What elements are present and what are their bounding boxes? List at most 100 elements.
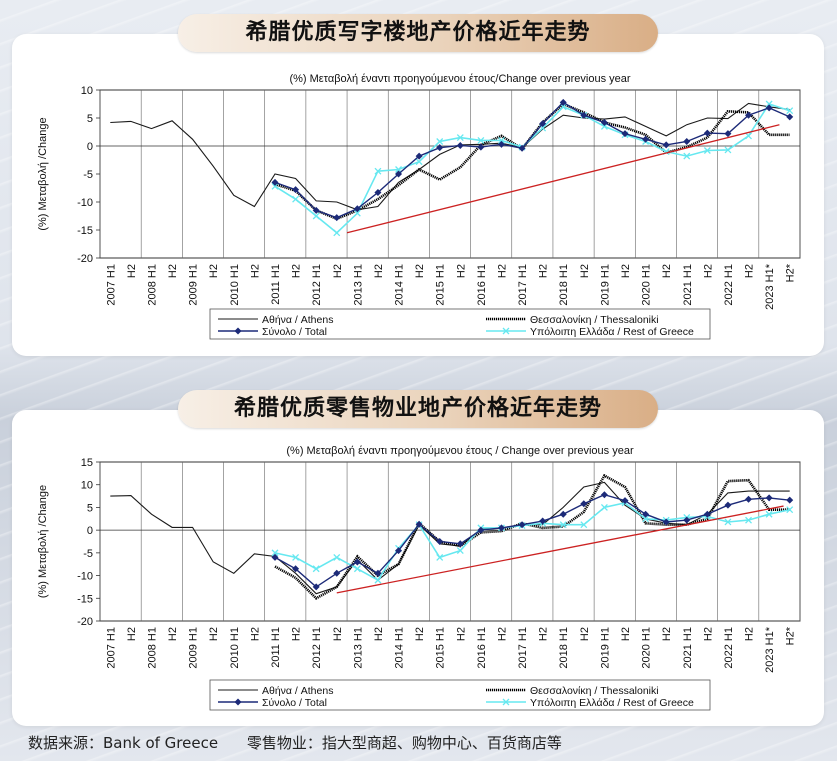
y-tick-label: 0: [87, 141, 93, 153]
x-tick-label: 2017 H1: [517, 264, 529, 306]
rest-marker: [498, 136, 505, 144]
x-tick-label: H2: [496, 627, 508, 641]
plot-frame: [99, 461, 801, 622]
retail-chart-panel: [12, 410, 824, 726]
x-tick-label: 2022 H1: [723, 264, 735, 306]
x-tick-label: 2007 H1: [105, 264, 117, 306]
x-tick-label: 2008 H1: [146, 264, 158, 306]
x-tick-label: H2: [208, 264, 220, 278]
legend-box: [209, 308, 711, 340]
rest-marker: [642, 515, 650, 523]
x-tick-label: 2014 H1: [394, 264, 406, 306]
rest-marker: [436, 553, 444, 561]
total-marker: [745, 111, 753, 119]
x-tick-label: 2019 H1: [599, 627, 611, 669]
legend-label-rest: Υπόλοιπη Ελλάδα / Rest of Greece: [530, 326, 694, 338]
x-tick-label: H2: [702, 627, 714, 641]
retail-definition-note: 零售物业：指大型商超、购物中心、百货商店等: [246, 734, 562, 752]
x-tick-label: 2021 H1: [682, 264, 694, 306]
x-tick-label: H2: [744, 264, 756, 278]
x-tick-label: H2: [167, 627, 179, 641]
rest-marker: [559, 521, 567, 529]
rest-marker: [456, 547, 464, 555]
total-marker: [724, 130, 732, 138]
x-tick-label: 2011 H1: [270, 627, 282, 668]
rest-marker: [477, 136, 485, 144]
total-marker: [600, 491, 608, 499]
legend-box: [209, 679, 711, 711]
x-tick-label: 2012 H1: [311, 264, 323, 306]
rest-marker: [580, 521, 588, 529]
total-marker: [518, 521, 526, 529]
y-axis-label: (%) Μεταβολή /Change: [37, 117, 49, 230]
series-line-athens: [110, 481, 790, 595]
trend-line: [346, 124, 780, 234]
y-tick-label: -15: [77, 225, 93, 237]
total-marker: [539, 120, 547, 128]
total-marker: [456, 141, 464, 149]
total-marker: [621, 130, 629, 138]
legend-label-thessaloniki: Θεσσαλονίκη / Thessaloniki: [530, 685, 659, 697]
legend-label-rest: Υπόλοιπη Ελλάδα / Rest of Greece: [530, 697, 694, 709]
x-tick-label: H2: [167, 264, 179, 278]
y-tick-label: -5: [83, 548, 93, 560]
legend-marker-total: [234, 327, 242, 335]
total-marker: [395, 547, 403, 555]
x-tick-label: 2016 H1: [476, 264, 488, 306]
total-marker: [415, 152, 423, 160]
footer: 数据来源：Bank of Greece 零售物业：指大型商超、购物中心、百货商店…: [28, 732, 586, 753]
office-chart: (%) Μεταβολή έναντι προηγούμενου έτους/C…: [37, 73, 801, 340]
rest-marker: [333, 553, 341, 561]
rest-marker: [745, 516, 752, 524]
rest-marker: [312, 565, 320, 573]
rest-marker: [683, 152, 691, 160]
x-tick-label: 2010 H1: [229, 264, 241, 306]
total-marker: [765, 104, 773, 112]
source-note: 数据来源：Bank of Greece: [28, 734, 219, 752]
total-marker: [456, 540, 464, 548]
total-marker: [353, 558, 361, 566]
total-marker: [683, 138, 691, 146]
x-tick-label: H2: [126, 264, 138, 278]
total-marker: [436, 144, 444, 152]
x-tick-label: H2: [538, 264, 550, 278]
total-marker: [333, 569, 341, 577]
series-line-athens: [110, 102, 790, 211]
x-tick-label: H2: [332, 627, 344, 641]
rest-marker: [703, 147, 711, 154]
rest-marker: [415, 158, 423, 166]
x-tick-label: H2: [702, 264, 714, 278]
x-tick-label: 2023 H1*: [764, 626, 776, 673]
x-tick-label: 2021 H1: [682, 627, 694, 669]
rest-marker: [786, 107, 794, 115]
x-tick-label: H2: [455, 264, 467, 278]
x-tick-label: 2018 H1: [558, 627, 570, 669]
total-marker: [600, 118, 608, 126]
rest-marker: [600, 122, 608, 130]
rest-marker: [786, 506, 794, 514]
rest-marker: [724, 146, 732, 154]
rest-marker: [292, 553, 300, 561]
y-tick-label: 10: [81, 480, 93, 492]
total-marker: [271, 178, 279, 186]
x-tick-label: H2: [744, 627, 756, 641]
x-tick-label: 2008 H1: [146, 627, 158, 669]
x-tick-label: H2: [249, 264, 261, 278]
x-tick-label: H2: [208, 627, 220, 641]
total-marker: [271, 553, 279, 561]
x-tick-label: 2020 H1: [641, 627, 653, 669]
x-tick-label: H2: [414, 627, 426, 641]
total-marker: [580, 111, 588, 119]
y-tick-label: -10: [77, 197, 93, 209]
rest-marker: [353, 209, 361, 217]
total-marker: [642, 510, 650, 518]
y-tick-label: 15: [81, 457, 93, 469]
x-tick-label: 2022 H1: [723, 627, 735, 669]
total-marker: [539, 517, 547, 525]
y-tick-label: 5: [87, 502, 93, 514]
x-tick-label: H2: [291, 264, 303, 278]
x-tick-label: 2018 H1: [558, 264, 570, 306]
retail-chart: (%) Μεταβολή έναντι προηγούμενου έτους /…: [37, 445, 801, 711]
y-tick-label: 0: [87, 525, 93, 537]
legend-label-athens: Αθήνα / Athens: [262, 685, 333, 697]
